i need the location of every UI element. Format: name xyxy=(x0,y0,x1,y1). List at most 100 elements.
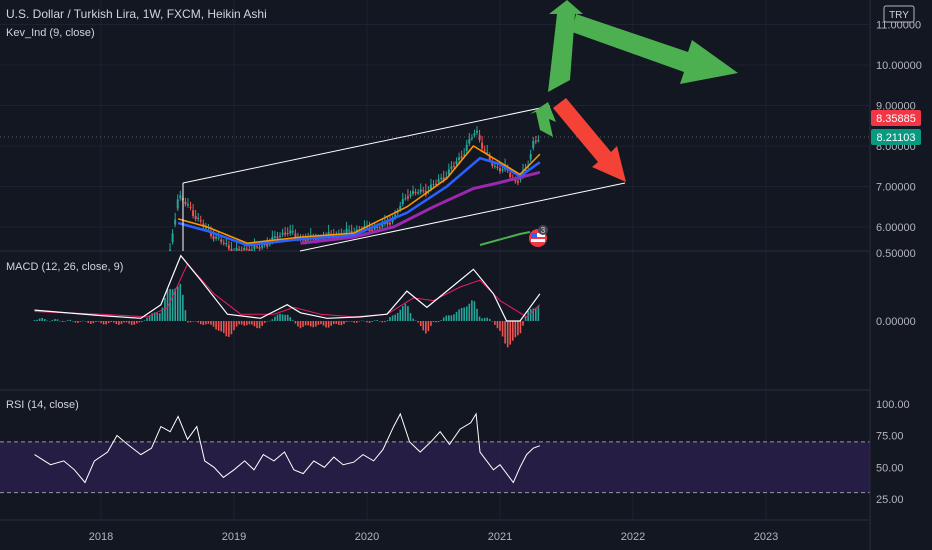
macd-histogram-bar xyxy=(49,321,51,322)
macd-histogram-bar xyxy=(514,321,517,338)
candle-body xyxy=(273,236,276,238)
time-axis[interactable]: 2018 2019 2020 2021 2022 2023 xyxy=(89,531,778,543)
price-tick-label: 7.00000 xyxy=(876,182,916,194)
macd-histogram-bar xyxy=(455,311,458,321)
event-flag-icon[interactable]: 3 xyxy=(529,225,548,247)
macd-histogram-bar xyxy=(491,321,494,322)
currency-badge[interactable]: TRY xyxy=(883,5,915,23)
macd-histogram-bar xyxy=(51,320,54,321)
candle-body xyxy=(463,154,466,156)
macd-histogram-bar xyxy=(269,320,271,322)
rsi-title[interactable]: RSI (14, close) xyxy=(6,399,79,411)
macd-histogram-bar xyxy=(376,320,379,321)
red-arrow-icon[interactable] xyxy=(553,98,626,182)
candle-body xyxy=(445,177,448,179)
candle-body xyxy=(401,199,404,205)
candle-body xyxy=(281,232,284,235)
channel-lower-line[interactable] xyxy=(299,182,626,252)
candle-body xyxy=(516,180,519,183)
macd-histogram-bar xyxy=(511,321,514,341)
macd-histogram-bar xyxy=(463,307,465,321)
macd-histogram-bar xyxy=(529,308,532,321)
symbol-title[interactable]: U.S. Dollar / Turkish Lira, 1W, FXCM, He… xyxy=(6,7,267,21)
macd-histogram-bar xyxy=(97,321,100,322)
candle-body xyxy=(376,227,379,229)
macd-histogram-bar xyxy=(202,321,205,326)
candle-body xyxy=(404,198,407,200)
candle-body xyxy=(243,247,246,251)
macd-histogram-bar xyxy=(128,321,130,324)
time-tick-label: 2023 xyxy=(754,531,778,543)
indicator-label[interactable]: Kev_Ind (9, close) xyxy=(6,27,95,39)
macd-histogram-bar xyxy=(279,313,281,321)
macd-histogram-bar xyxy=(294,321,297,324)
price-tick-label: 10.00000 xyxy=(876,60,922,72)
macd-histogram-bar xyxy=(450,315,453,321)
candle-body xyxy=(396,212,399,214)
rsi-axis[interactable]: 25.00 50.00 75.00 100.00 xyxy=(876,399,910,506)
macd-histogram-bar xyxy=(307,321,309,326)
channel-upper-line[interactable] xyxy=(182,105,551,184)
macd-histogram-bar xyxy=(92,321,95,324)
macd-histogram-bar xyxy=(481,318,483,321)
macd-histogram-bar xyxy=(402,306,404,321)
candle-body xyxy=(253,244,256,249)
macd-histogram-bar xyxy=(74,321,77,323)
macd-title[interactable]: MACD (12, 26, close, 9) xyxy=(6,261,123,273)
macd-histogram-bar xyxy=(66,320,69,321)
macd-histogram-bar xyxy=(112,321,115,323)
candle-body xyxy=(294,233,297,238)
big-green-arrow-icon[interactable] xyxy=(548,0,738,92)
candle-body xyxy=(496,166,499,168)
macd-histogram-bar xyxy=(501,321,504,337)
candle-body xyxy=(473,133,476,136)
rsi-tick-label: 25.00 xyxy=(876,494,904,506)
macd-histogram-bar xyxy=(120,321,123,324)
candle-body xyxy=(432,184,435,186)
macd-histogram-bar xyxy=(335,321,338,324)
macd-histogram-bar xyxy=(220,321,223,332)
macd-histogram-bar xyxy=(499,321,501,331)
macd-histogram-bar xyxy=(350,321,353,322)
macd-tick-label: 0.50000 xyxy=(876,248,916,260)
macd-histogram-bar xyxy=(386,320,389,321)
macd-histogram-bar xyxy=(84,321,87,322)
macd-histogram-bar xyxy=(251,321,253,325)
time-tick-label: 2020 xyxy=(355,531,379,543)
candle-body xyxy=(389,222,392,225)
macd-histogram-bar xyxy=(476,308,478,321)
macd-histogram-bar xyxy=(79,321,82,322)
macd-histogram-bar xyxy=(332,321,335,325)
macd-histogram-bar xyxy=(343,321,345,324)
macd-histogram-bar xyxy=(407,306,409,321)
macd-histogram-bar xyxy=(417,321,419,323)
macd-histogram-bar xyxy=(235,321,238,327)
macd-axis[interactable]: 0.00000 0.50000 xyxy=(876,248,916,328)
candle-body xyxy=(429,184,432,190)
macd-histogram-bar xyxy=(524,316,527,321)
candle-body xyxy=(440,177,443,180)
candle-body xyxy=(227,245,230,249)
macd-histogram-bar xyxy=(458,309,460,321)
macd-histogram-bar xyxy=(371,321,373,322)
candle-body xyxy=(406,196,409,199)
macd-histogram-bar xyxy=(442,317,445,321)
price-tick-label: 9.00000 xyxy=(876,101,916,113)
macd-histogram-bar xyxy=(46,320,49,322)
candle-body xyxy=(422,190,425,192)
macd-histogram-bar xyxy=(261,321,263,326)
candle-body xyxy=(179,195,182,199)
macd-histogram-bar xyxy=(504,321,506,344)
candle-body xyxy=(304,239,307,242)
candle-body xyxy=(532,141,535,148)
macd-histogram-bar xyxy=(404,303,407,321)
macd-histogram-bar xyxy=(358,321,361,322)
macd-histogram-bar xyxy=(184,310,187,321)
green-arrow-icon[interactable] xyxy=(530,102,556,137)
macd-histogram-bar xyxy=(187,321,189,323)
macd-histogram-bar xyxy=(340,321,343,326)
macd-histogram-bar xyxy=(174,288,176,321)
time-tick-label: 2021 xyxy=(488,531,512,543)
macd-histogram-bar xyxy=(266,321,269,322)
